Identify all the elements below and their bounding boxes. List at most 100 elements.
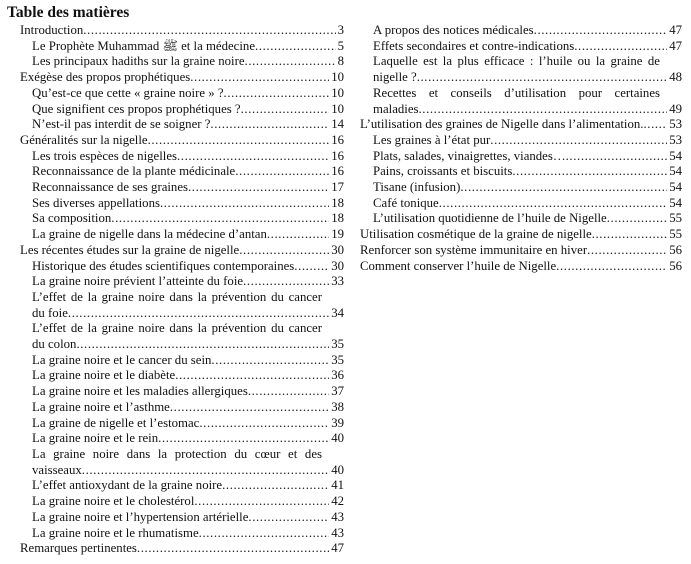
toc-entry[interactable]: Les principaux hadiths sur la graine noi…	[32, 54, 344, 71]
toc-entry-title: La graine noire et les maladies allergiq…	[32, 384, 248, 398]
toc-entry[interactable]: Historique des études scientifiques cont…	[32, 258, 344, 275]
toc-entry-page: 54	[667, 148, 682, 165]
toc-entry[interactable]: La graine noire et l’asthme 38	[32, 399, 344, 416]
toc-entry-page: 41	[329, 478, 344, 495]
toc-title: Table des matières	[7, 4, 130, 21]
toc-entry[interactable]: Que signifient ces propos prophétiques ?…	[32, 101, 344, 118]
toc-entry[interactable]: Reconnaissance de la plante médicinale 16	[32, 164, 344, 181]
toc-entry[interactable]: L’effet antioxydant de la graine noire 41	[32, 478, 344, 495]
toc-entry[interactable]: Introduction 3	[20, 23, 344, 39]
toc-entry-title: Le Prophète Muhammad ﷺ et la médecine	[32, 39, 255, 53]
toc-entry-title: La graine noire et l’asthme	[32, 400, 170, 414]
toc-entry-title: Plats, salades, vinaigrettes, viandes…	[373, 149, 566, 163]
toc-entry-title: Recettes et conseils d’utilisation pour …	[373, 86, 660, 116]
toc-entry-title: Pains, croissants et biscuits	[373, 164, 512, 178]
toc-entry-title: Généralités sur la nigelle	[20, 133, 148, 147]
toc-entry[interactable]: La graine noire et le cholestérol 42	[32, 494, 344, 510]
toc-entry[interactable]: Les récentes études sur la graine de nig…	[20, 242, 344, 259]
toc-entry-page: 16	[329, 132, 344, 149]
toc-entry-title: Renforcer son système immunitaire en hiv…	[360, 243, 587, 257]
toc-entry-page: 14	[329, 117, 344, 133]
toc-entry-page: 55	[667, 227, 682, 243]
toc-entry[interactable]: Tisane (infusion) 54	[373, 180, 682, 196]
toc-entry[interactable]: Remarques pertinentes 47	[20, 541, 344, 557]
toc-entry-title: Café tonique	[373, 196, 439, 210]
toc-entry[interactable]: Les trois espèces de nigelles 16	[32, 148, 344, 165]
toc-entry-title: La graine de nigelle et l’estomac	[32, 416, 199, 430]
toc-entry[interactable]: L’effet de la graine noire dans la préve…	[32, 321, 344, 353]
toc-entry[interactable]: L’utilisation quotidienne de l’huile de …	[373, 211, 682, 228]
toc-entry-page: 10	[329, 101, 344, 118]
toc-entry-title: Remarques pertinentes	[20, 541, 137, 555]
toc-entry[interactable]: Ses diverses appellations 18	[32, 195, 344, 212]
toc-entry-title: La graine de nigelle dans la médecine d’…	[32, 227, 267, 241]
toc-entry[interactable]: Plats, salades, vinaigrettes, viandes… 54	[373, 148, 682, 165]
toc-entry[interactable]: L’effet de la graine noire dans la préve…	[32, 290, 344, 322]
toc-entry-page: 43	[329, 509, 344, 526]
toc-entry[interactable]: Recettes et conseils d’utilisation pour …	[373, 86, 682, 118]
toc-entry-page: 37	[329, 384, 344, 400]
toc-entry-page: 16	[329, 164, 344, 181]
toc-entry[interactable]: La graine noire et le rein 40	[32, 431, 344, 447]
toc-entry-page: 19	[329, 227, 344, 243]
toc-entry-title: Les principaux hadiths sur la graine noi…	[32, 54, 245, 68]
toc-entry-title: Exégèse des propos prophétiques	[20, 70, 190, 84]
toc-entry[interactable]: Renforcer son système immunitaire en hiv…	[360, 242, 682, 259]
toc-entry-page: 34	[329, 305, 344, 322]
toc-entry-title: Introduction	[20, 23, 83, 37]
toc-entry[interactable]: Sa composition 18	[32, 211, 344, 228]
toc-entry[interactable]: Reconnaissance de ses graines 17	[32, 180, 344, 196]
toc-entry[interactable]: La graine noire et le rhumatisme 43	[32, 525, 344, 542]
toc-entry[interactable]: Effets secondaires et contre-indications…	[373, 38, 682, 55]
toc-entry-page: 54	[667, 180, 682, 196]
toc-entry-page: 53	[667, 117, 682, 133]
toc-entry-page: 10	[329, 70, 344, 86]
toc-entry[interactable]: Laquelle est la plus efficace : l’huile …	[373, 54, 682, 86]
toc-entry[interactable]: Les graines à l’état pur 53	[373, 132, 682, 149]
toc-entry[interactable]: La graine noire et le diabète 36	[32, 368, 344, 385]
toc-entry-title: L’utilisation quotidienne de l’huile de …	[373, 211, 607, 225]
toc-entry[interactable]: La graine de nigelle et l’estomac 39	[32, 415, 344, 432]
toc-entry-page: 18	[329, 211, 344, 228]
toc-entry-title: Ses diverses appellations	[32, 196, 160, 210]
toc-entry-page: 3	[335, 23, 344, 39]
toc-entry[interactable]: Utilisation cosmétique de la graine de n…	[360, 227, 682, 243]
toc-entry-page: 54	[667, 164, 682, 181]
toc-entry-title: L’effet de la graine noire dans la préve…	[32, 321, 322, 351]
toc-entry-title: Historique des études scientifiques cont…	[32, 259, 294, 273]
toc-entry-page: 42	[329, 494, 344, 510]
toc-entry-title: La graine noire dans la protection du cœ…	[32, 447, 322, 477]
toc-entry[interactable]: La graine noire et les maladies allergiq…	[32, 384, 344, 400]
toc-entry[interactable]: Généralités sur la nigelle 16	[20, 132, 344, 149]
toc-entry-page: 8	[335, 54, 344, 71]
toc-entry[interactable]: Café tonique 54	[373, 195, 682, 212]
toc-entry-page: 5	[335, 38, 344, 55]
toc-entry-title: La graine noire et le cancer du sein	[32, 353, 211, 367]
toc-entry[interactable]: L’utilisation des graines de Nigelle dan…	[360, 117, 682, 133]
toc-entry[interactable]: A propos des notices médicales 47	[373, 23, 682, 39]
toc-entry-page: 18	[329, 195, 344, 212]
toc-entry-page: 17	[329, 180, 344, 196]
toc-entry[interactable]: Le Prophète Muhammad ﷺ et la médecine 5	[32, 38, 344, 55]
toc-entry-title: Reconnaissance de la plante médicinale	[32, 164, 235, 178]
toc-entry[interactable]: Exégèse des propos prophétiques 10	[20, 70, 344, 86]
toc-entry-title: Sa composition	[32, 211, 111, 225]
toc-entry[interactable]: N’est-il pas interdit de se soigner ? 14	[32, 117, 344, 133]
toc-entry[interactable]: La graine noire prévient l’atteinte du f…	[32, 274, 344, 290]
toc-entry-page: 47	[667, 23, 682, 39]
toc-entry[interactable]: Qu’est-ce que cette « graine noire » ? 10	[32, 85, 344, 102]
toc-entry-title: La graine noire et le diabète	[32, 368, 175, 382]
toc-entry[interactable]: La graine noire et le cancer du sein 35	[32, 352, 344, 369]
toc-entry-page: 47	[329, 541, 344, 557]
toc-entry[interactable]: Pains, croissants et biscuits 54	[373, 164, 682, 181]
toc-entry-page: 35	[329, 352, 344, 369]
toc-entry-title: Laquelle est la plus efficace : l’huile …	[373, 54, 660, 84]
toc-entry[interactable]: La graine noire et l’hypertension artéri…	[32, 509, 344, 526]
toc-entry[interactable]: Comment conserver l’huile de Nigelle 56	[360, 258, 682, 275]
toc-entry-page: 38	[329, 399, 344, 416]
toc-entry-title: A propos des notices médicales	[373, 23, 534, 37]
toc-entry[interactable]: La graine noire dans la protection du cœ…	[32, 447, 344, 479]
toc-entry[interactable]: La graine de nigelle dans la médecine d’…	[32, 227, 344, 243]
toc-entry-title: Les trois espèces de nigelles	[32, 149, 177, 163]
toc-entry-title: La graine noire et le cholestérol	[32, 494, 194, 508]
